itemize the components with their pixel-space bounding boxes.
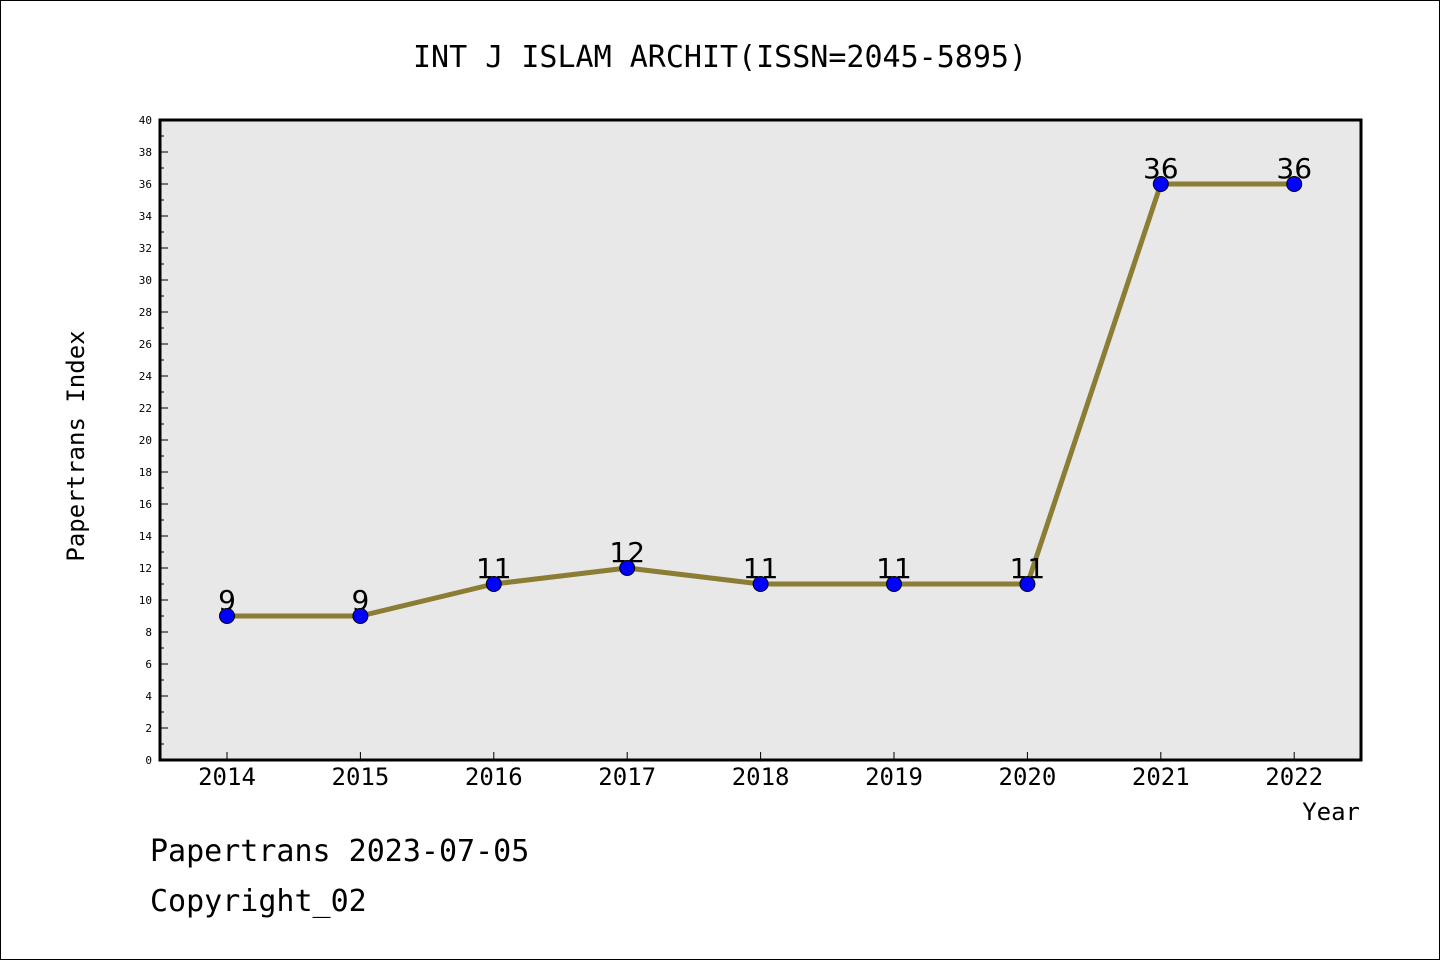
x-axis-label: Year — [1302, 798, 1360, 826]
y-tick-label: 8 — [145, 626, 152, 639]
y-tick-label: 24 — [139, 370, 153, 383]
x-tick-label: 2019 — [865, 763, 923, 791]
x-tick-label: 2018 — [732, 763, 790, 791]
y-tick-label: 38 — [139, 146, 152, 159]
x-tick-label: 2017 — [598, 763, 656, 791]
y-tick-label: 20 — [139, 434, 152, 447]
chart-title: INT J ISLAM ARCHIT(ISSN=2045-5895) — [413, 40, 1027, 75]
plot-area — [158, 118, 1363, 762]
y-tick-label: 36 — [139, 178, 152, 191]
y-tick-label: 28 — [139, 306, 152, 319]
y-tick-label: 6 — [145, 658, 152, 671]
x-tick-label: 2015 — [332, 763, 390, 791]
x-tick-label: 2021 — [1132, 763, 1190, 791]
data-point — [219, 608, 235, 624]
x-axis: 2014 2015 2016 2017 2018 2019 2020 2021 2022 — [198, 752, 1323, 791]
y-tick-label: 18 — [139, 466, 152, 479]
y-tick-label: 16 — [139, 498, 152, 511]
x-tick-label: 2016 — [465, 763, 523, 791]
y-tick-label: 22 — [139, 402, 152, 415]
y-tick-label: 32 — [139, 242, 152, 255]
data-point — [1152, 176, 1169, 192]
y-tick-label: 30 — [139, 274, 152, 287]
x-tick-label: 2020 — [999, 763, 1057, 791]
y-tick-label: 10 — [139, 594, 152, 607]
data-point — [619, 560, 636, 576]
y-tick-label: 34 — [139, 210, 153, 223]
data-point — [886, 576, 902, 592]
data-label: 9 — [218, 584, 236, 617]
data-point — [485, 576, 502, 592]
footer-copyright: Copyright_02 — [150, 884, 367, 919]
y-tick-label: 40 — [139, 114, 152, 127]
y-tick-label: 4 — [145, 690, 152, 703]
data-label: 9 — [351, 584, 369, 617]
y-tick-label: 2 — [145, 722, 152, 735]
data-point — [1286, 176, 1303, 192]
footer-date: Papertrans 2023-07-05 — [150, 834, 530, 869]
y-tick-label: 0 — [145, 754, 152, 767]
data-point — [752, 576, 769, 592]
y-tick-label: 26 — [139, 338, 152, 351]
data-point — [352, 608, 369, 624]
y-tick-label: 12 — [139, 562, 152, 575]
y-tick-label: 14 — [139, 530, 153, 543]
x-tick-label: 2022 — [1265, 763, 1323, 791]
x-tick-label: 2014 — [198, 763, 256, 791]
data-point — [1019, 576, 1036, 592]
y-axis-label: Papertrans Index — [62, 330, 90, 561]
